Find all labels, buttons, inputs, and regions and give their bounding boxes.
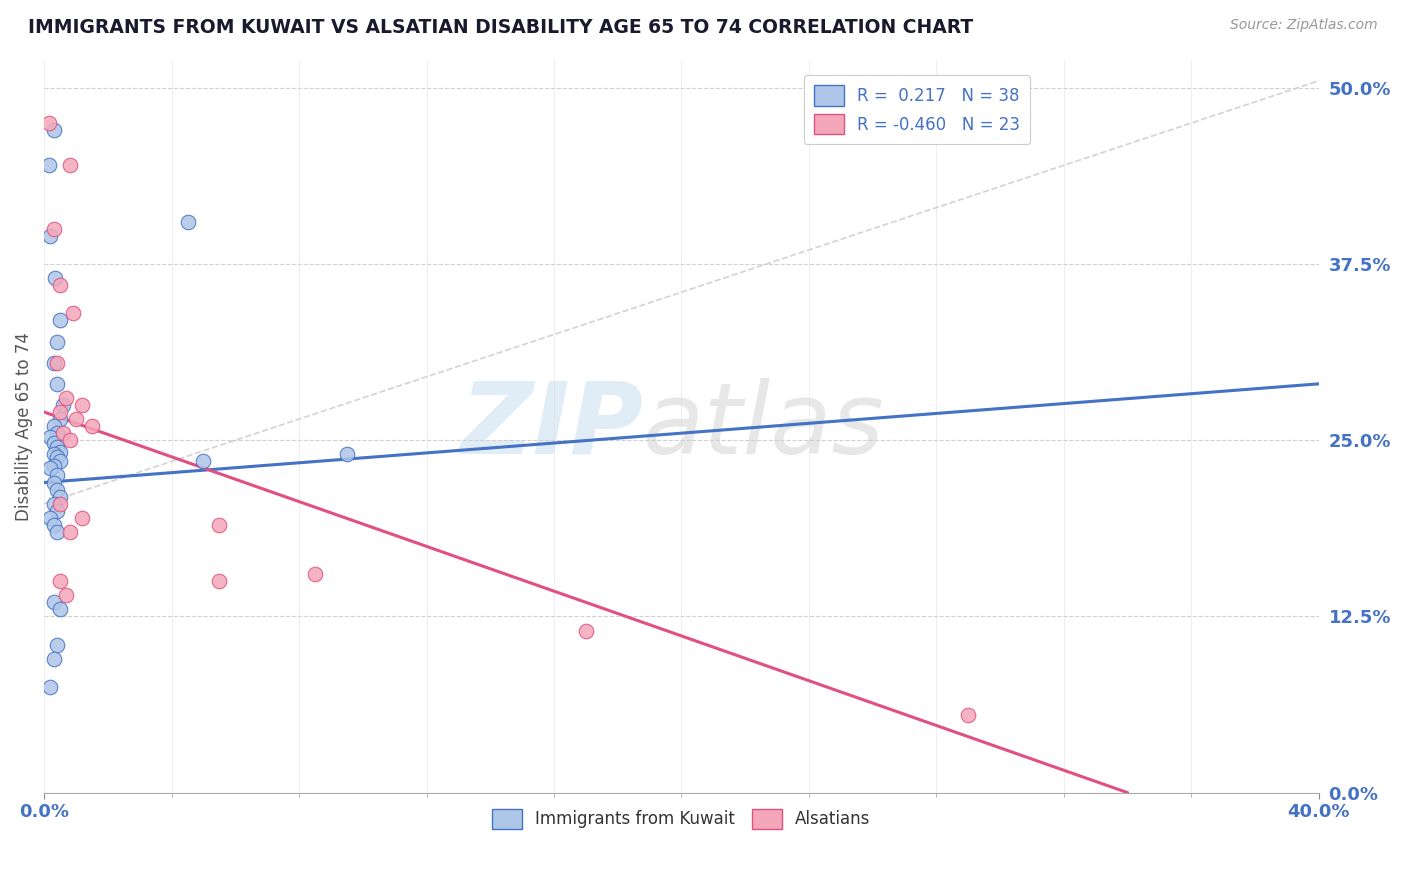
Point — [42, 419, 65, 434]
Point — [45, 504, 67, 518]
Point — [42, 497, 65, 511]
Point — [45, 376, 67, 391]
Point — [39, 228, 62, 243]
Point — [59, 434, 82, 448]
Point — [59, 158, 82, 172]
Point — [38, 158, 60, 172]
Point — [45, 524, 67, 539]
Point — [62, 306, 84, 320]
Point — [80, 419, 103, 434]
Point — [45, 450, 67, 464]
Text: atlas: atlas — [643, 377, 884, 475]
Point — [59, 524, 82, 539]
Point — [208, 574, 231, 589]
Point — [49, 412, 72, 426]
Text: Source: ZipAtlas.com: Source: ZipAtlas.com — [1230, 18, 1378, 32]
Legend: Immigrants from Kuwait, Alsatians: Immigrants from Kuwait, Alsatians — [485, 802, 877, 836]
Point — [42, 595, 65, 609]
Point — [49, 405, 72, 419]
Point — [304, 567, 326, 582]
Point — [45, 334, 67, 349]
Point — [208, 517, 231, 532]
Point — [193, 454, 215, 468]
Point — [49, 454, 72, 468]
Point — [45, 483, 67, 497]
Point — [336, 447, 359, 461]
Point — [957, 708, 980, 723]
Point — [52, 398, 75, 412]
Point — [176, 215, 198, 229]
Point — [49, 313, 72, 327]
Point — [38, 116, 60, 130]
Point — [45, 356, 67, 370]
Text: IMMIGRANTS FROM KUWAIT VS ALSATIAN DISABILITY AGE 65 TO 74 CORRELATION CHART: IMMIGRANTS FROM KUWAIT VS ALSATIAN DISAB… — [28, 18, 973, 37]
Point — [49, 574, 72, 589]
Point — [45, 426, 67, 441]
Point — [72, 398, 94, 412]
Point — [55, 588, 77, 602]
Point — [39, 510, 62, 524]
Point — [42, 447, 65, 461]
Point — [45, 468, 67, 483]
Point — [49, 602, 72, 616]
Point — [49, 490, 72, 504]
Point — [45, 638, 67, 652]
Point — [49, 497, 72, 511]
Point — [55, 391, 77, 405]
Point — [49, 278, 72, 293]
Point — [72, 510, 94, 524]
Text: ZIP: ZIP — [460, 377, 643, 475]
Point — [45, 440, 67, 454]
Y-axis label: Disability Age 65 to 74: Disability Age 65 to 74 — [15, 332, 32, 521]
Point — [39, 461, 62, 475]
Point — [44, 271, 66, 285]
Point — [39, 430, 62, 444]
Point — [39, 680, 62, 694]
Point — [42, 356, 65, 370]
Point — [42, 436, 65, 450]
Point — [49, 444, 72, 458]
Point — [42, 221, 65, 235]
Point — [65, 412, 87, 426]
Point — [42, 458, 65, 473]
Point — [42, 651, 65, 665]
Point — [42, 517, 65, 532]
Point — [42, 123, 65, 137]
Point — [575, 624, 598, 638]
Point — [52, 426, 75, 441]
Point — [42, 475, 65, 490]
